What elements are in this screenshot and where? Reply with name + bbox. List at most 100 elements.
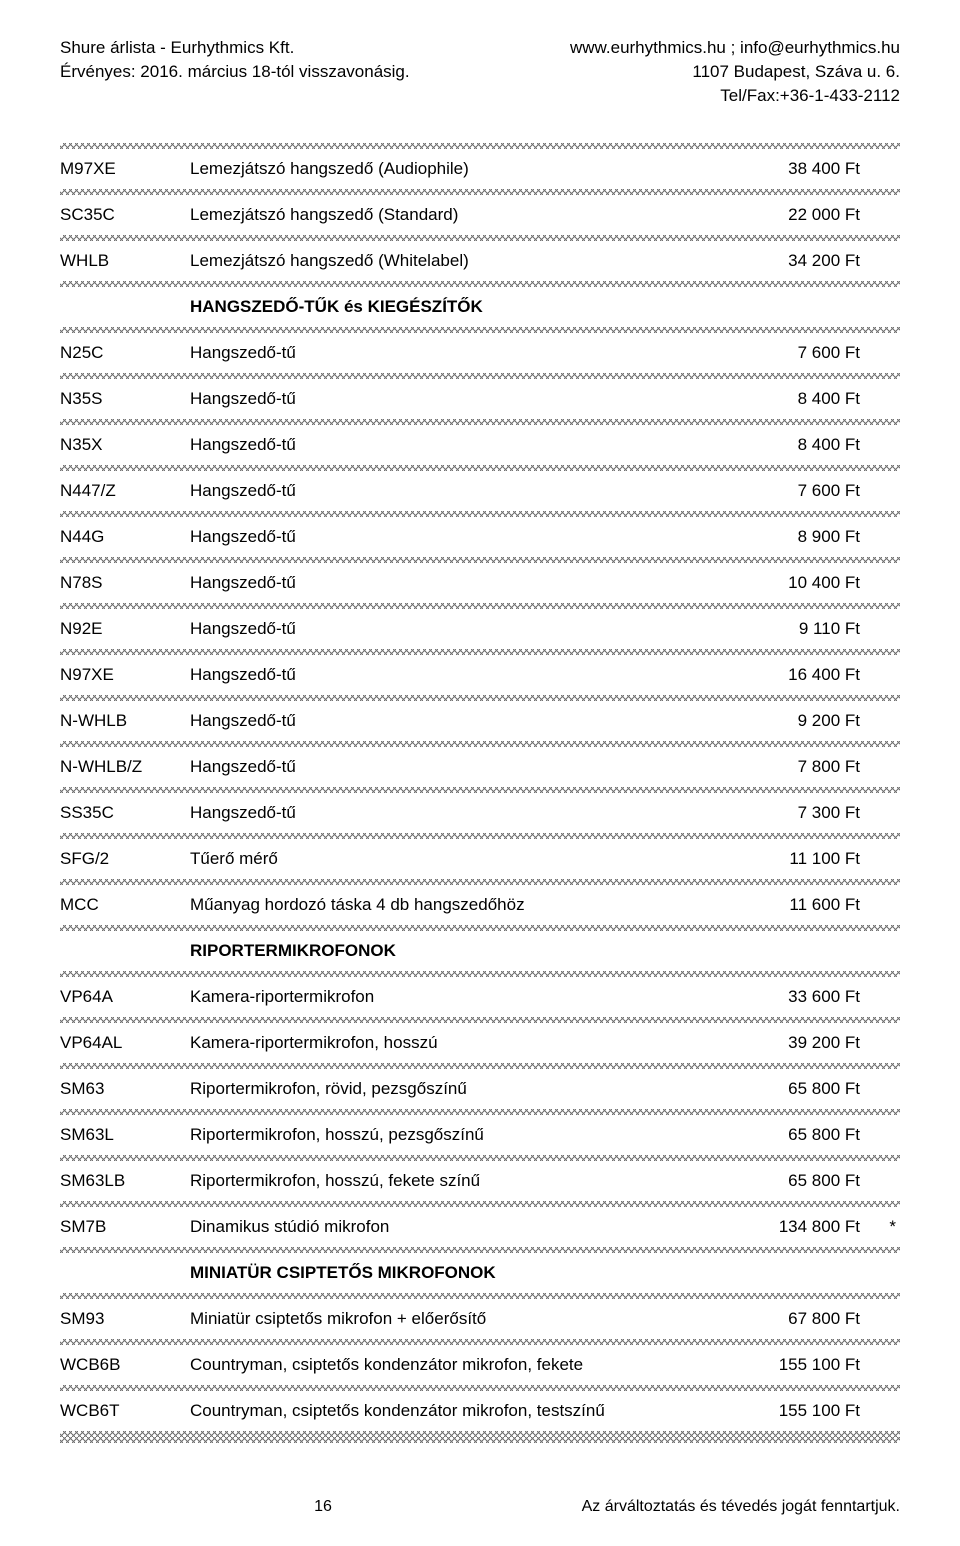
product-price: 134 800 Ft: [730, 1217, 860, 1237]
price-row: WHLBLemezjátszó hangszedő (Whitelabel)34…: [60, 241, 900, 281]
product-price: 9 110 Ft: [730, 619, 860, 639]
product-description: Lemezjátszó hangszedő (Whitelabel): [190, 251, 730, 271]
product-code: VP64A: [60, 987, 190, 1007]
product-price: 67 800 Ft: [730, 1309, 860, 1329]
product-price: 65 800 Ft: [730, 1171, 860, 1191]
product-code: SM63: [60, 1079, 190, 1099]
product-price: 22 000 Ft: [730, 205, 860, 225]
product-code: N35S: [60, 389, 190, 409]
price-row: N78SHangszedő-tű10 400 Ft: [60, 563, 900, 603]
product-code: SC35C: [60, 205, 190, 225]
row-separator: [60, 1201, 900, 1207]
product-description: Hangszedő-tű: [190, 711, 730, 731]
footer-disclaimer: Az árváltoztatás és tévedés jogát fennta…: [582, 1498, 900, 1516]
product-code: M97XE: [60, 159, 190, 179]
product-description: Miniatür csiptetős mikrofon + előerősítő: [190, 1309, 730, 1329]
product-description: Countryman, csiptetős kondenzátor mikrof…: [190, 1355, 730, 1375]
product-code: N35X: [60, 435, 190, 455]
product-description: Hangszedő-tű: [190, 343, 730, 363]
section-title: HANGSZEDŐ-TŰK és KIEGÉSZÍTŐK: [190, 297, 730, 317]
price-row: SM93Miniatür csiptetős mikrofon + előerő…: [60, 1299, 900, 1339]
row-separator: [60, 1247, 900, 1253]
product-description: Műanyag hordozó táska 4 db hangszedőhöz: [190, 895, 730, 915]
header-left: Shure árlista - Eurhythmics Kft. Érvénye…: [60, 36, 410, 107]
price-row: N-WHLBHangszedő-tű9 200 Ft: [60, 701, 900, 741]
price-row: SM7BDinamikus stúdió mikrofon134 800 Ft*: [60, 1207, 900, 1247]
row-separator: [60, 1437, 900, 1443]
product-price: 10 400 Ft: [730, 573, 860, 593]
page-number: 16: [314, 1498, 332, 1516]
product-price: 155 100 Ft: [730, 1401, 860, 1421]
section-header-row: HANGSZEDŐ-TŰK és KIEGÉSZÍTŐK: [60, 287, 900, 327]
product-price: 8 400 Ft: [730, 435, 860, 455]
product-description: Dinamikus stúdió mikrofon: [190, 1217, 730, 1237]
header-right: www.eurhythmics.hu ; info@eurhythmics.hu…: [570, 36, 900, 107]
row-separator: [60, 1293, 900, 1299]
product-price: 38 400 Ft: [730, 159, 860, 179]
row-separator: [60, 419, 900, 425]
product-code: N97XE: [60, 665, 190, 685]
row-separator: [60, 189, 900, 195]
row-separator: [60, 971, 900, 977]
section-title: RIPORTERMIKROFONOK: [190, 941, 730, 961]
product-code: WCB6T: [60, 1401, 190, 1421]
product-code: N92E: [60, 619, 190, 639]
product-description: Kamera-riportermikrofon: [190, 987, 730, 1007]
product-code: SM63L: [60, 1125, 190, 1145]
product-description: Kamera-riportermikrofon, hosszú: [190, 1033, 730, 1053]
row-separator: [60, 1155, 900, 1161]
price-row: WCB6BCountryman, csiptetős kondenzátor m…: [60, 1345, 900, 1385]
row-separator: [60, 833, 900, 839]
product-description: Hangszedő-tű: [190, 573, 730, 593]
product-description: Hangszedő-tű: [190, 435, 730, 455]
product-description: Lemezjátszó hangszedő (Standard): [190, 205, 730, 225]
page-header: Shure árlista - Eurhythmics Kft. Érvénye…: [60, 36, 900, 107]
product-price: 11 100 Ft: [730, 849, 860, 869]
price-row: N25CHangszedő-tű7 600 Ft: [60, 333, 900, 373]
product-description: Hangszedő-tű: [190, 481, 730, 501]
page-footer: . 16 Az árváltoztatás és tévedés jogát f…: [60, 1498, 900, 1516]
row-separator: [60, 235, 900, 241]
page: Shure árlista - Eurhythmics Kft. Érvénye…: [0, 0, 960, 1546]
row-separator: [60, 695, 900, 701]
price-row: SFG/2Tűerő mérő11 100 Ft: [60, 839, 900, 879]
price-row: N97XEHangszedő-tű16 400 Ft: [60, 655, 900, 695]
company-title: Shure árlista - Eurhythmics Kft.: [60, 36, 410, 60]
product-price: 155 100 Ft: [730, 1355, 860, 1375]
row-separator: [60, 1109, 900, 1115]
price-row: SM63Riportermikrofon, rövid, pezsgőszínű…: [60, 1069, 900, 1109]
price-row: SM63LRiportermikrofon, hosszú, pezsgőszí…: [60, 1115, 900, 1155]
product-code: MCC: [60, 895, 190, 915]
product-code: N-WHLB/Z: [60, 757, 190, 777]
product-description: Hangszedő-tű: [190, 665, 730, 685]
row-separator: [60, 1339, 900, 1345]
price-row: VP64ALKamera-riportermikrofon, hosszú39 …: [60, 1023, 900, 1063]
product-price: 34 200 Ft: [730, 251, 860, 271]
price-row: N92EHangszedő-tű9 110 Ft: [60, 609, 900, 649]
product-price: 33 600 Ft: [730, 987, 860, 1007]
validity-line: Érvényes: 2016. március 18-tól visszavon…: [60, 60, 410, 84]
product-price: 11 600 Ft: [730, 895, 860, 915]
row-separator: [60, 511, 900, 517]
product-code: N25C: [60, 343, 190, 363]
product-price: 7 600 Ft: [730, 343, 860, 363]
row-separator: [60, 603, 900, 609]
product-code: N-WHLB: [60, 711, 190, 731]
row-separator: [60, 327, 900, 333]
product-description: Hangszedő-tű: [190, 803, 730, 823]
price-row: N44GHangszedő-tű8 900 Ft: [60, 517, 900, 557]
product-code: SS35C: [60, 803, 190, 823]
product-price: 7 300 Ft: [730, 803, 860, 823]
product-code: SM93: [60, 1309, 190, 1329]
product-price: 9 200 Ft: [730, 711, 860, 731]
product-description: Hangszedő-tű: [190, 619, 730, 639]
section-header-row: RIPORTERMIKROFONOK: [60, 931, 900, 971]
product-description: Countryman, csiptetős kondenzátor mikrof…: [190, 1401, 730, 1421]
product-code: N78S: [60, 573, 190, 593]
product-price: 39 200 Ft: [730, 1033, 860, 1053]
product-description: Hangszedő-tű: [190, 389, 730, 409]
row-separator: [60, 281, 900, 287]
product-description: Lemezjátszó hangszedő (Audiophile): [190, 159, 730, 179]
product-code: SM63LB: [60, 1171, 190, 1191]
product-code: SM7B: [60, 1217, 190, 1237]
